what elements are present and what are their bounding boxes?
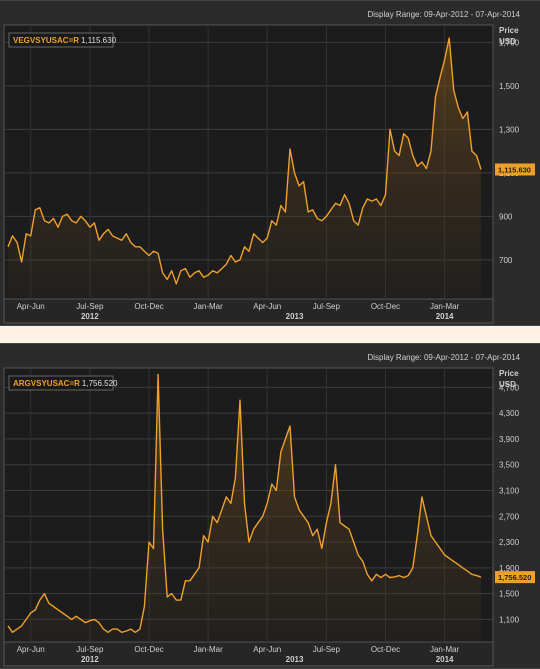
chart-panel-bottom: Display Range: 09-Apr-2012 - 07-Apr-2014…: [0, 343, 540, 669]
x-year-label: 2012: [81, 312, 99, 321]
x-tick-label: Jul-Sep: [313, 645, 341, 654]
x-tick-label: Oct-Dec: [134, 645, 163, 654]
y-tick-label: 900: [499, 212, 513, 221]
series-area: [8, 38, 481, 299]
legend-box: [8, 32, 114, 48]
y-axis-unit: USD: [499, 380, 516, 389]
y-tick-label: 3,100: [499, 486, 520, 495]
x-axis-band: [3, 641, 494, 667]
y-tick-label: 1,300: [499, 125, 520, 134]
last-value-label: 1,756.520: [498, 573, 531, 582]
y-tick-label: 4,300: [499, 409, 520, 418]
y-tick-label: 2,300: [499, 538, 520, 547]
legend-box: [8, 375, 114, 391]
last-value-label: 1,115.630: [498, 165, 531, 174]
series-line: [7, 373, 482, 633]
last-value-tag: [495, 571, 535, 584]
last-value-tag: [495, 163, 535, 176]
y-tick-label: 3,900: [499, 435, 520, 444]
x-tick-label: Apr-Jun: [253, 645, 281, 654]
x-year-label: 2014: [436, 312, 454, 321]
x-tick-label: Apr-Jun: [17, 645, 45, 654]
x-tick-label: Jan-Mar: [193, 645, 223, 654]
y-axis-unit: USD: [499, 37, 516, 46]
x-year-label: 2013: [286, 312, 304, 321]
display-range-label: Display Range: 09-Apr-2012 - 07-Apr-2014: [367, 353, 520, 362]
y-tick-label: 1,500: [499, 82, 520, 91]
y-tick-label: 4,700: [499, 383, 520, 392]
y-tick-label: 700: [499, 256, 513, 265]
x-tick-label: Jan-Mar: [193, 302, 223, 311]
price-chart-top: 7009001,1001,3001,5001,700Apr-JunJul-Sep…: [3, 24, 535, 324]
x-tick-label: Jul-Sep: [76, 645, 104, 654]
legend-value: 1,756.520: [82, 379, 118, 388]
x-axis-band: [3, 298, 494, 324]
x-year-label: 2014: [436, 655, 454, 664]
x-tick-label: Jul-Sep: [76, 302, 104, 311]
series-line: [7, 37, 482, 285]
y-tick-label: 2,700: [499, 512, 520, 521]
x-tick-label: Apr-Jun: [253, 302, 281, 311]
y-axis-title: Price: [499, 26, 519, 35]
price-chart-bottom: 1,100 1,500 1,900 2,300 2,700 3,100 3,500 3,900…: [3, 367, 535, 667]
y-axis-title: Price: [499, 369, 519, 378]
x-tick-label: Jan-Mar: [430, 645, 460, 654]
y-tick-label: 1,500: [499, 590, 520, 599]
legend-symbol: VEGVSYUSAC=R: [13, 36, 79, 45]
display-range-label: Display Range: 09-Apr-2012 - 07-Apr-2014: [367, 10, 520, 19]
y-tick-label: 3,500: [499, 461, 520, 470]
x-tick-label: Oct-Dec: [371, 302, 400, 311]
x-tick-label: Oct-Dec: [134, 302, 163, 311]
x-tick-label: Jan-Mar: [430, 302, 460, 311]
x-year-label: 2013: [286, 655, 304, 664]
y-tick-label: 1,700: [499, 38, 520, 47]
x-tick-label: Oct-Dec: [371, 645, 400, 654]
y-tick-label: 1,100: [499, 615, 520, 624]
x-tick-label: Apr-Jun: [17, 302, 45, 311]
legend-symbol: ARGVSYUSAC=R: [13, 379, 80, 388]
x-tick-label: Jul-Sep: [313, 302, 341, 311]
chart-panel-top: Display Range: 09-Apr-2012 - 07-Apr-2014…: [0, 0, 540, 326]
legend-value: 1,115.630: [81, 36, 117, 45]
x-year-label: 2012: [81, 655, 99, 664]
y-tick-label: 1,900: [499, 564, 520, 573]
